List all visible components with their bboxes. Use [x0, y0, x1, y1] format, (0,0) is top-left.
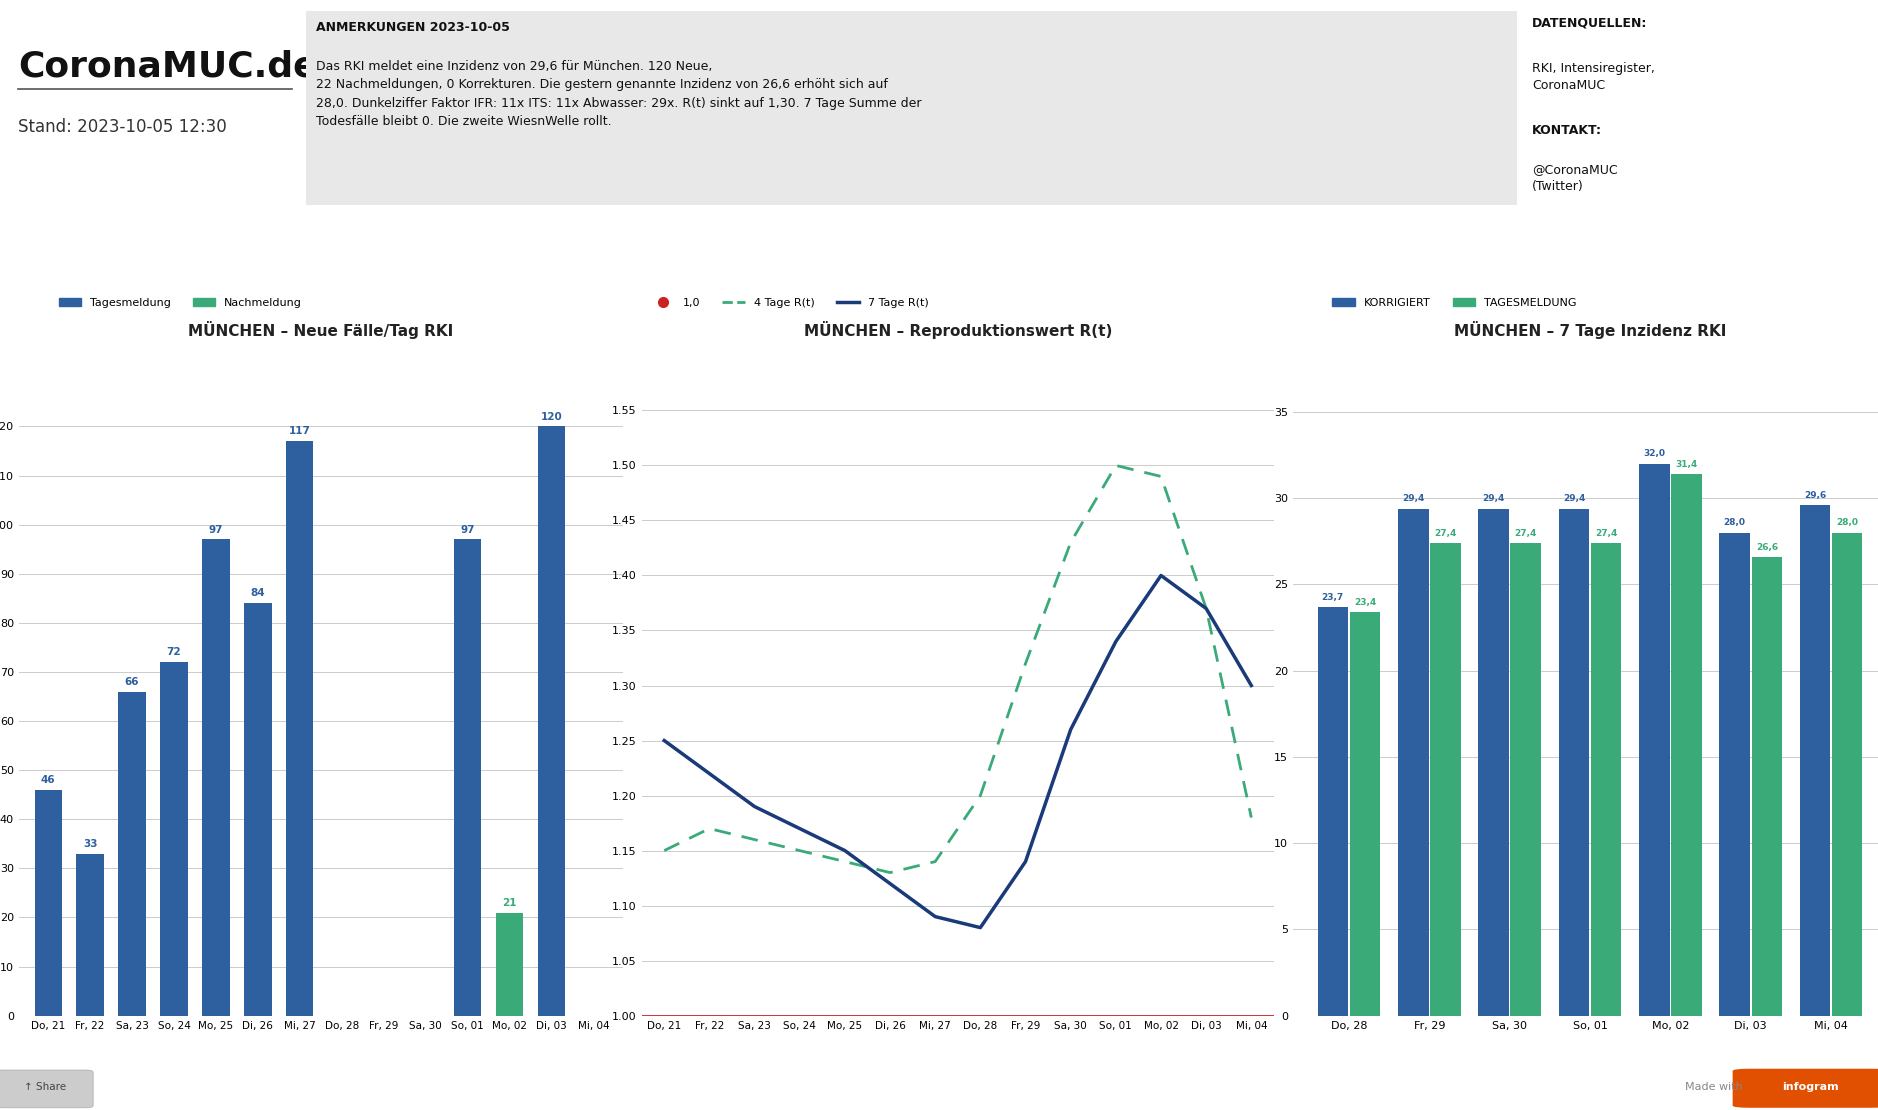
Text: 29,6: 29,6: [1681, 273, 1763, 306]
Bar: [1350, 612, 1380, 1016]
Text: 31,4: 31,4: [1675, 460, 1698, 468]
Text: 97: 97: [208, 525, 223, 535]
Text: Täglich: Täglich: [1390, 353, 1427, 364]
Text: Täglich: Täglich: [1078, 353, 1114, 364]
Text: +0: +0: [443, 273, 496, 306]
Text: @CoronaMUC
(Twitter): @CoronaMUC (Twitter): [1532, 162, 1617, 193]
Text: +142: +142: [107, 273, 205, 306]
Text: REPRODUKTIONSWERT: REPRODUKTIONSWERT: [1341, 216, 1476, 226]
Text: 84: 84: [250, 588, 265, 598]
Text: MÜNCHEN: MÜNCHEN: [687, 324, 742, 334]
Bar: [1639, 464, 1670, 1016]
Bar: [1831, 533, 1863, 1016]
FancyBboxPatch shape: [1733, 1069, 1878, 1108]
Text: +2: +2: [824, 273, 875, 306]
Text: 28,0: 28,0: [1724, 518, 1747, 527]
Text: TODESFÄLLE: TODESFÄLLE: [432, 216, 507, 226]
Text: Made with: Made with: [1685, 1082, 1743, 1092]
Bar: [1591, 543, 1621, 1016]
Legend: 1,0, 4 Tage R(t), 7 Tage R(t): 1,0, 4 Tage R(t), 7 Tage R(t): [648, 294, 933, 313]
Text: ↑ Share: ↑ Share: [24, 1082, 66, 1092]
Text: 27,4: 27,4: [1514, 528, 1536, 538]
Text: 29,4: 29,4: [1482, 494, 1504, 503]
Text: Täglich: Täglich: [764, 353, 800, 364]
Text: 23,7: 23,7: [1322, 593, 1345, 602]
Text: 23,4: 23,4: [1354, 598, 1377, 607]
Text: VERÄNDERUNG: VERÄNDERUNG: [811, 324, 890, 334]
Bar: [1752, 557, 1782, 1016]
Bar: [1799, 505, 1831, 1016]
Text: 1,30 ▼: 1,30 ▼: [1348, 273, 1469, 306]
Bar: [1510, 543, 1542, 1016]
Text: KONTAKT:: KONTAKT:: [1532, 123, 1602, 137]
Bar: [496, 912, 524, 1016]
Text: 32,0: 32,0: [1643, 450, 1666, 458]
Text: 10/11/29: 10/11/29: [1014, 273, 1178, 306]
Text: INTENSIVBETTENBELEGUNG: INTENSIVBETTENBELEGUNG: [700, 216, 864, 226]
Bar: [285, 442, 314, 1016]
Text: RKI, Intensiregister,
CoronaMUC: RKI, Intensiregister, CoronaMUC: [1532, 61, 1655, 92]
Text: DUNKELZIFFER FAKTOR: DUNKELZIFFER FAKTOR: [1027, 216, 1164, 226]
Text: * RKI Zahlen zu Inzidenz, Fallzahlen, Nachmeldungen und Todesfällen: Dienstag bi: * RKI Zahlen zu Inzidenz, Fallzahlen, Na…: [443, 1056, 1435, 1070]
Text: 29,6: 29,6: [1805, 491, 1825, 500]
Text: 27,4: 27,4: [1435, 528, 1457, 538]
Bar: [118, 692, 146, 1016]
Bar: [77, 854, 103, 1016]
Text: Di–Sa.*: Di–Sa.*: [1703, 324, 1741, 334]
Title: MÜNCHEN – 7 Tage Inzidenz RKI: MÜNCHEN – 7 Tage Inzidenz RKI: [1454, 321, 1726, 339]
Text: IFR/ITS/Abwasser basiert: IFR/ITS/Abwasser basiert: [1031, 324, 1161, 334]
Text: Stand: 2023-10-05 12:30: Stand: 2023-10-05 12:30: [19, 118, 227, 135]
Text: DATENQUELLEN:: DATENQUELLEN:: [1532, 17, 1647, 30]
Legend: Tagesmeldung, Nachmeldung: Tagesmeldung, Nachmeldung: [54, 294, 306, 313]
Text: 12: 12: [691, 273, 738, 306]
Text: 97: 97: [460, 525, 475, 535]
Text: 117: 117: [289, 426, 310, 436]
Text: Di–Sa.*: Di–Sa.*: [451, 353, 488, 364]
Text: CoronaMUC.de: CoronaMUC.de: [19, 50, 317, 84]
Legend: KORRIGIERT, TAGESMELDUNG: KORRIGIERT, TAGESMELDUNG: [1328, 294, 1581, 313]
Text: 46: 46: [41, 775, 56, 785]
Text: Gesamt: 723.468: Gesamt: 723.468: [111, 324, 201, 334]
Text: ANMERKUNGEN 2023-10-05: ANMERKUNGEN 2023-10-05: [316, 21, 509, 33]
Bar: [34, 790, 62, 1016]
Text: 29,4: 29,4: [1562, 494, 1585, 503]
Title: MÜNCHEN – Neue Fälle/Tag RKI: MÜNCHEN – Neue Fälle/Tag RKI: [188, 321, 453, 339]
Title: MÜNCHEN – Reproduktionswert R(t): MÜNCHEN – Reproduktionswert R(t): [804, 321, 1112, 339]
Text: infogram: infogram: [1782, 1082, 1839, 1092]
Text: 66: 66: [124, 677, 139, 687]
Text: 29,4: 29,4: [1403, 494, 1424, 503]
Text: 21: 21: [501, 898, 516, 908]
Text: 28,0: 28,0: [1837, 518, 1857, 527]
Text: Di–Sa.*: Di–Sa.*: [137, 353, 175, 364]
Bar: [537, 426, 565, 1016]
FancyBboxPatch shape: [0, 1070, 94, 1108]
Bar: [1720, 533, 1750, 1016]
Bar: [160, 663, 188, 1016]
Text: BESTÄTIGTE FÄLLE: BESTÄTIGTE FÄLLE: [101, 216, 210, 226]
Text: 26,6: 26,6: [1756, 543, 1778, 552]
Text: 120: 120: [541, 412, 562, 422]
Bar: [203, 539, 229, 1016]
Bar: [1397, 508, 1429, 1016]
Bar: [1478, 508, 1508, 1016]
FancyBboxPatch shape: [306, 11, 1517, 205]
Text: Quelle: CoronaMUC: Quelle: CoronaMUC: [1358, 324, 1459, 334]
Bar: [1671, 474, 1701, 1016]
Text: INZIDENZ RKI: INZIDENZ RKI: [1681, 216, 1762, 226]
Bar: [1431, 543, 1461, 1016]
Bar: [1318, 607, 1348, 1016]
Text: 72: 72: [167, 647, 182, 657]
Text: Das RKI meldet eine Inzidenz von 29,6 für München. 120 Neue,
22 Nachmeldungen, 0: Das RKI meldet eine Inzidenz von 29,6 fü…: [316, 60, 922, 128]
Text: 33: 33: [83, 839, 98, 849]
Bar: [244, 603, 272, 1016]
Bar: [1559, 508, 1589, 1016]
Text: Gesamt: 2.655: Gesamt: 2.655: [430, 324, 509, 334]
Bar: [454, 539, 481, 1016]
Text: 27,4: 27,4: [1594, 528, 1617, 538]
